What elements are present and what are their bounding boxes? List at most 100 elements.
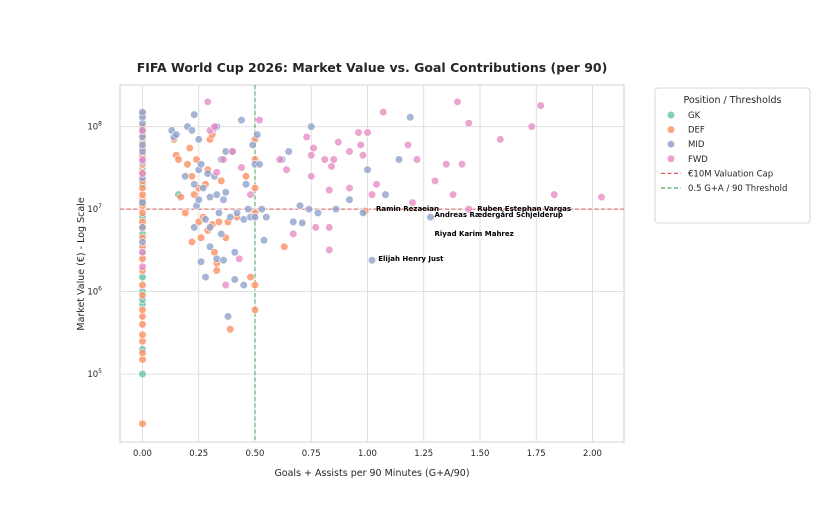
legend-entry-label: DEF	[688, 126, 705, 136]
x-tick-label: 1.25	[414, 449, 433, 459]
x-tick-label: 1.75	[527, 449, 546, 459]
x-axis-ticks: 0.00 0.25 0.50 0.75 1.00 1.25 1.50 1.75 2.00	[133, 449, 602, 459]
data-point-fwd	[464, 205, 473, 214]
data-point-mid	[250, 213, 260, 222]
data-point-fwd	[235, 254, 244, 263]
data-point-def	[212, 266, 221, 275]
data-point-fwd	[325, 223, 334, 232]
data-point-mid	[201, 272, 210, 282]
data-point-fwd	[219, 155, 228, 164]
data-point-fwd	[282, 165, 291, 174]
data-point-mid	[219, 195, 228, 204]
data-point-mid	[253, 130, 262, 139]
data-point-mid	[212, 190, 221, 199]
data-point-def	[190, 190, 199, 199]
annotation-label: Elijah Henry Just	[378, 255, 444, 263]
data-point-fwd	[367, 190, 377, 199]
chart-title: FIFA World Cup 2026: Market Value vs. Go…	[137, 60, 608, 75]
data-point-mid	[241, 180, 251, 189]
data-point-def	[138, 305, 147, 314]
data-point-mid	[284, 147, 293, 156]
data-point-fwd	[307, 151, 316, 160]
data-point-def	[138, 419, 147, 428]
data-point-mid	[232, 208, 242, 217]
data-point-fwd	[408, 198, 417, 207]
data-point-fwd	[138, 248, 147, 257]
y-tick-label: 108	[87, 121, 102, 133]
data-point-fwd	[372, 180, 381, 189]
data-point-fwd	[210, 122, 219, 131]
data-point-fwd	[412, 155, 422, 164]
data-point-fwd	[320, 155, 329, 164]
data-point-fwd	[464, 119, 473, 128]
data-point-def	[138, 208, 147, 217]
data-point-mid	[255, 160, 264, 169]
y-axis-label: Market Value (€) - Log Scale	[76, 197, 87, 330]
data-point-def	[187, 237, 197, 247]
y-tick-label: 106	[87, 286, 102, 298]
data-point-mid	[201, 215, 210, 224]
annotation-label: Riyad Karim Mahrez	[435, 230, 514, 238]
x-tick-label: 0.50	[246, 449, 265, 459]
annotation-label: Andreas Rædergård Schjelderup	[435, 210, 563, 219]
data-point-mid	[363, 165, 372, 174]
data-point-mid	[313, 208, 323, 217]
data-point-fwd	[302, 132, 311, 142]
data-point-mid	[298, 218, 307, 228]
data-point-mid	[205, 242, 215, 251]
x-axis-label: Goals + Assists per 90 Minutes (G+A/90)	[274, 468, 469, 479]
data-point-def	[250, 305, 260, 314]
data-point-mid	[217, 229, 226, 239]
data-point-def	[181, 208, 190, 217]
annotation-label: Ramin Rezaeian	[376, 205, 439, 213]
data-point-fwd	[430, 176, 440, 185]
data-point-mid	[307, 122, 316, 131]
data-point-fwd	[237, 163, 246, 172]
y-tick-label: 107	[87, 203, 102, 215]
data-point-mid	[196, 160, 206, 169]
data-point-mid	[358, 208, 368, 217]
data-point-fwd	[345, 183, 354, 193]
data-point-fwd	[221, 280, 230, 290]
data-point-mid	[138, 108, 147, 117]
data-point-fwd	[307, 172, 316, 181]
data-point-fwd	[597, 192, 606, 202]
data-point-mid	[237, 116, 246, 125]
data-point-mid	[212, 254, 221, 263]
data-point-fwd	[138, 126, 147, 135]
data-point-def	[138, 320, 147, 329]
data-point-mid	[219, 256, 228, 265]
data-point-fwd	[448, 190, 458, 199]
data-point-fwd	[356, 140, 365, 150]
data-point-mid	[138, 198, 147, 207]
data-point-mid	[138, 140, 147, 150]
data-point-mid	[226, 213, 235, 222]
legend-marker	[666, 154, 676, 163]
data-point-def	[174, 155, 183, 164]
data-point-mid	[221, 188, 230, 197]
legend: Position / Thresholds GK DEF MID FWD €10M Val…	[654, 87, 811, 224]
data-point-mid	[304, 205, 314, 214]
legend-title: Position / Thresholds	[684, 95, 782, 106]
data-point-fwd	[138, 262, 147, 271]
data-point-mid	[190, 223, 199, 232]
legend-entry-label: 0.5 G+A / 90 Threshold	[688, 184, 787, 194]
data-point-mid	[138, 223, 147, 232]
data-point-mid	[244, 205, 253, 214]
legend-entry-label: MID	[688, 140, 705, 150]
data-point-def	[138, 291, 147, 300]
data-point-fwd	[311, 223, 320, 232]
data-point-mid	[381, 190, 390, 199]
data-point-mid	[230, 275, 239, 284]
data-point-mid	[239, 215, 248, 224]
data-point-mid	[194, 135, 203, 144]
data-point-mid	[194, 195, 203, 204]
data-point-def	[138, 280, 147, 290]
data-point-fwd	[289, 229, 298, 239]
y-tick-label: 105	[87, 368, 102, 380]
data-point-mid	[190, 110, 199, 119]
data-point-mid	[138, 237, 147, 247]
grid-lines	[120, 85, 624, 442]
data-point-fwd	[442, 160, 451, 169]
